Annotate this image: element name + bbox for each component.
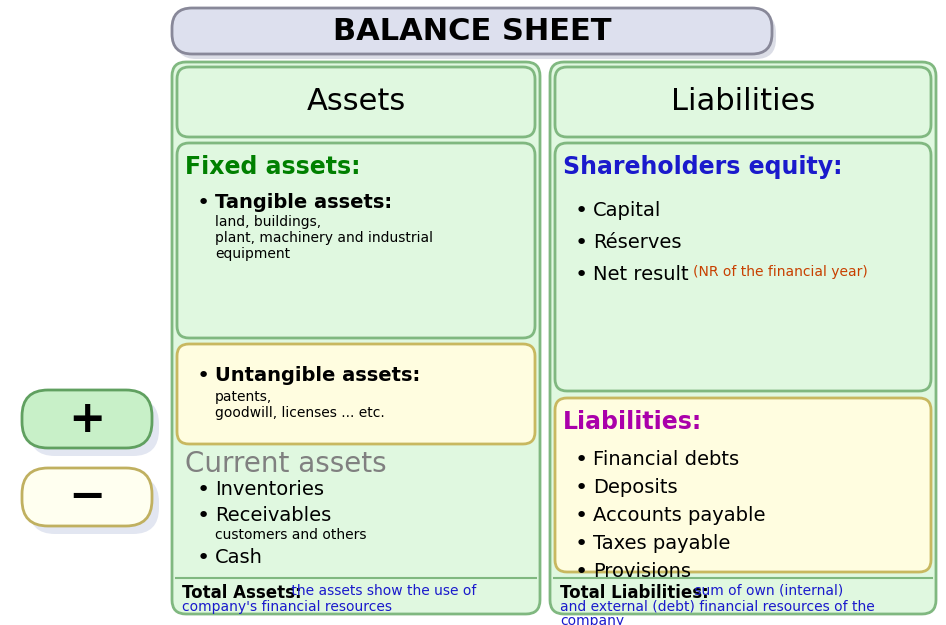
Text: •: • xyxy=(197,193,210,213)
Text: patents,
goodwill, licenses ... etc.: patents, goodwill, licenses ... etc. xyxy=(215,390,385,420)
Text: •: • xyxy=(197,548,210,568)
Text: Untangible assets:: Untangible assets: xyxy=(215,366,420,385)
Text: •: • xyxy=(197,506,210,526)
Text: Réserves: Réserves xyxy=(593,233,681,252)
Text: Current assets: Current assets xyxy=(185,450,387,478)
Text: company: company xyxy=(560,614,624,625)
Text: Assets: Assets xyxy=(307,88,406,116)
FancyBboxPatch shape xyxy=(177,143,535,338)
Text: Cash: Cash xyxy=(215,548,263,567)
FancyBboxPatch shape xyxy=(555,143,931,391)
Text: BALANCE SHEET: BALANCE SHEET xyxy=(333,16,611,46)
Text: Capital: Capital xyxy=(593,201,661,220)
FancyBboxPatch shape xyxy=(177,344,535,444)
Text: Fixed assets:: Fixed assets: xyxy=(185,155,360,179)
Text: Deposits: Deposits xyxy=(593,478,677,497)
Text: •: • xyxy=(575,201,588,221)
FancyBboxPatch shape xyxy=(177,67,535,137)
Text: Taxes payable: Taxes payable xyxy=(593,534,730,553)
Text: +: + xyxy=(68,398,106,441)
FancyBboxPatch shape xyxy=(22,468,152,526)
FancyBboxPatch shape xyxy=(172,8,772,54)
Text: sum of own (internal): sum of own (internal) xyxy=(690,584,843,598)
FancyBboxPatch shape xyxy=(29,476,159,534)
Text: •: • xyxy=(197,366,210,386)
Text: Liabilities:: Liabilities: xyxy=(563,410,702,434)
Text: •: • xyxy=(575,562,588,582)
FancyBboxPatch shape xyxy=(550,62,936,614)
Text: the assets show the use of: the assets show the use of xyxy=(287,584,477,598)
Text: −: − xyxy=(68,476,106,519)
FancyBboxPatch shape xyxy=(29,398,159,456)
Text: •: • xyxy=(575,506,588,526)
Text: land, buildings,
plant, machinery and industrial
equipment: land, buildings, plant, machinery and in… xyxy=(215,215,433,261)
Text: Liabilities: Liabilities xyxy=(671,88,815,116)
Text: Net result: Net result xyxy=(593,265,689,284)
Text: Accounts payable: Accounts payable xyxy=(593,506,765,525)
Text: Shareholders equity:: Shareholders equity: xyxy=(563,155,843,179)
Text: •: • xyxy=(575,233,588,253)
Text: Inventories: Inventories xyxy=(215,480,324,499)
FancyBboxPatch shape xyxy=(555,398,931,572)
FancyBboxPatch shape xyxy=(555,67,931,137)
Text: •: • xyxy=(197,480,210,500)
Text: customers and others: customers and others xyxy=(215,528,366,542)
FancyBboxPatch shape xyxy=(22,390,152,448)
Text: (NR of the financial year): (NR of the financial year) xyxy=(693,265,867,279)
Text: Total Assets:: Total Assets: xyxy=(182,584,302,602)
Text: •: • xyxy=(575,534,588,554)
Text: Total Liabilities:: Total Liabilities: xyxy=(560,584,709,602)
Text: •: • xyxy=(575,450,588,470)
FancyBboxPatch shape xyxy=(176,13,776,59)
Text: Receivables: Receivables xyxy=(215,506,331,525)
FancyBboxPatch shape xyxy=(172,62,540,614)
Text: Tangible assets:: Tangible assets: xyxy=(215,193,393,212)
Text: •: • xyxy=(575,478,588,498)
Text: •: • xyxy=(575,265,588,285)
Text: Financial debts: Financial debts xyxy=(593,450,739,469)
Text: and external (debt) financial resources of the: and external (debt) financial resources … xyxy=(560,600,875,614)
Text: Provisions: Provisions xyxy=(593,562,691,581)
Text: company's financial resources: company's financial resources xyxy=(182,600,392,614)
